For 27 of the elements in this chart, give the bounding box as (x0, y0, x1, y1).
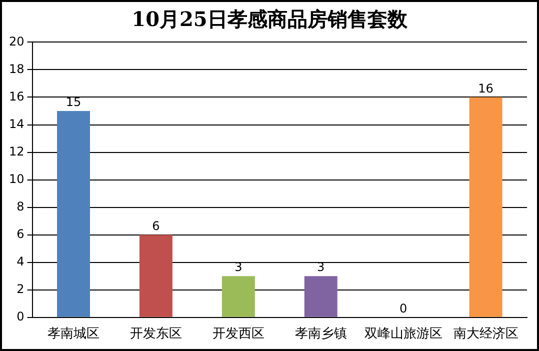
bar (304, 276, 338, 317)
x-tick-label: 开发西区 (212, 326, 264, 342)
chart-title: 10月25日孝感商品房销售套数 (130, 6, 408, 33)
data-label: 15 (66, 95, 82, 110)
y-tick-label: 2 (16, 282, 24, 296)
bar (469, 97, 502, 317)
y-tick-label: 18 (8, 62, 24, 76)
y-tick-label: 16 (8, 89, 24, 104)
y-tick-label: 12 (8, 144, 24, 158)
x-tick-label: 南大经济区 (453, 326, 518, 342)
y-tick-label: 20 (8, 34, 24, 48)
bar (222, 276, 255, 317)
bar (139, 234, 172, 317)
y-tick-label: 0 (16, 310, 24, 324)
y-tick-label: 10 (8, 172, 24, 186)
x-tick-label: 孝南城区 (47, 326, 100, 342)
data-label: 6 (152, 218, 160, 233)
x-tick-label: 双峰山旅游区 (364, 326, 442, 342)
y-tick-label: 8 (16, 199, 24, 214)
data-label: 16 (478, 81, 494, 96)
y-tick-label: 6 (16, 226, 24, 241)
data-label: 0 (399, 302, 408, 316)
y-tick-label: 14 (8, 116, 24, 131)
x-tick-label: 开发东区 (130, 326, 182, 342)
bar (57, 111, 90, 317)
y-tick-label: 4 (16, 254, 24, 268)
x-tick-label: 孝南乡镇 (294, 326, 347, 342)
